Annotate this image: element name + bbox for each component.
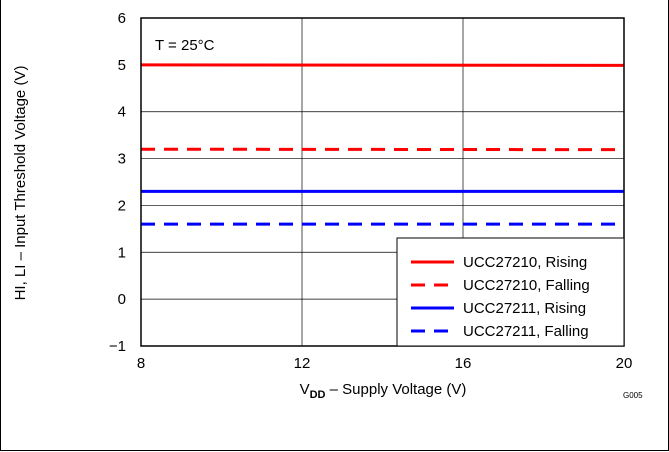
legend-box: [396, 237, 625, 347]
y-axis-label: HI, LI – Input Threshold Voltage (V): [12, 66, 29, 301]
series-lines: [140, 63, 625, 226]
plot-area: [140, 17, 625, 347]
temperature-annotation: T = 25°C: [155, 37, 215, 54]
legend-label: UCC27210, Rising: [463, 254, 587, 271]
legend-label: UCC27211, Rising: [463, 300, 586, 317]
y-tick-labels: −1 0 1 2 3 4 5 6: [109, 10, 126, 355]
y-tick-label: 1: [118, 244, 126, 261]
x-axis-label-main: V: [300, 381, 310, 398]
y-tick-label: 0: [118, 291, 126, 308]
x-tick-label: 20: [616, 355, 633, 372]
legend-label: UCC27210, Falling: [463, 277, 590, 294]
y-tick-label: 4: [118, 104, 126, 121]
y-tick-label: 6: [118, 10, 126, 27]
x-tick-label: 12: [294, 355, 311, 372]
y-tick-label: 3: [118, 151, 126, 168]
y-tick-label: −1: [109, 338, 126, 355]
legend-label: UCC27211, Falling: [463, 323, 589, 340]
x-tick-label: 16: [455, 355, 472, 372]
x-axis-label-subscript: DD: [310, 389, 326, 401]
figure-id: G005: [623, 391, 643, 400]
y-tick-label: 2: [118, 197, 126, 214]
y-tick-label: 5: [118, 57, 126, 74]
x-axis-label-rest: – Supply Voltage (V): [325, 381, 466, 398]
x-tick-label: 8: [137, 355, 145, 372]
x-axis-label: VDD – Supply Voltage (V): [300, 381, 467, 401]
x-tick-labels: 8 12 16 20: [137, 355, 633, 372]
legend: UCC27210, Rising UCC27210, Falling UCC2721…: [396, 237, 625, 347]
